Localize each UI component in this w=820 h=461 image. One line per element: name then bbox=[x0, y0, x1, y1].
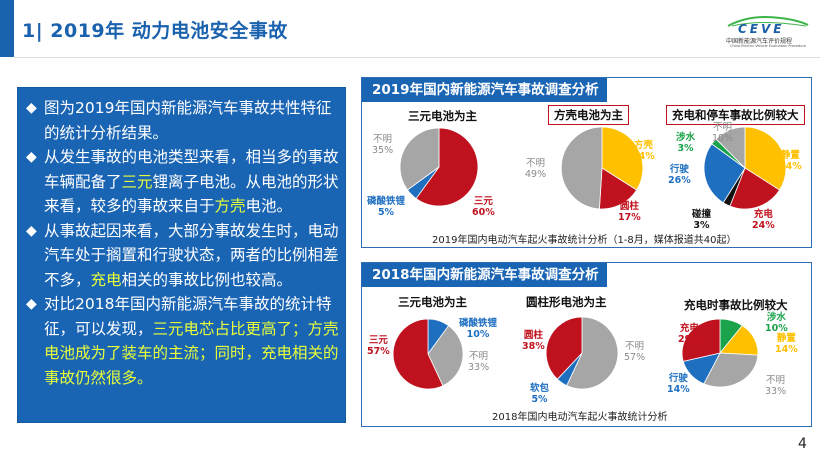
ceve-logo: CEVE 中国新能源汽车评价规程 China Electric Vehicle … bbox=[720, 14, 812, 54]
label-unknown-35: 不明 35% bbox=[372, 134, 394, 156]
car-swoosh-icon bbox=[727, 16, 809, 27]
label-unknown-10: 不明 10% bbox=[712, 122, 734, 144]
label-unknown-33b: 不明 33% bbox=[765, 375, 787, 397]
label-lfp-10: 磷酸铁锂 10% bbox=[459, 318, 498, 340]
label-unknown-33: 不明 33% bbox=[468, 351, 490, 373]
label-driving-26: 行驶 26% bbox=[668, 164, 691, 186]
pie-chart-2018-shape bbox=[545, 316, 619, 390]
highlight-prismatic: 方壳 bbox=[214, 197, 246, 215]
label-water-10: 涉水 10% bbox=[765, 312, 788, 334]
chart-2018-chemistry-title: 三元电池为主 bbox=[398, 295, 467, 309]
label-unknown-57: 不明 57% bbox=[624, 341, 646, 363]
panel-2018-caption: 2018年国内电动汽车起火事故统计分析 bbox=[492, 412, 668, 423]
highlight-conclusion: 三元电芯占比更高了；方壳电池成为了装车的主流；同时，充电相关的事故仍然很多。 bbox=[44, 319, 339, 387]
diamond-bullet-icon: ◆ bbox=[26, 100, 37, 116]
label-unknown-49: 不明 49% bbox=[525, 158, 547, 180]
panel-2018: 2018年国内新能源汽车事故调查分析 三元电池为主 圆柱形电池为主 充电时事故比… bbox=[361, 262, 812, 427]
bullet-4: ◆ 对比2018年国内新能源汽车事故的统计特征，可以发现，三元电芯占比更高了；方… bbox=[26, 292, 339, 390]
label-ternary-60: 三元 60% bbox=[472, 196, 495, 218]
chart-2018-cause-title: 充电时事故比例较大 bbox=[684, 298, 788, 312]
panel-2019: 2019年国内新能源汽车事故调查分析 三元电池为主 方壳电池为主 充电和停车事故… bbox=[361, 77, 812, 248]
summary-text-panel: ◆ 图为2019年国内新能源汽车事故共性特征的统计分析结果。 ◆ 从发生事故的电… bbox=[17, 87, 346, 423]
pie-chart-2019-shape bbox=[560, 126, 644, 210]
diamond-bullet-icon: ◆ bbox=[26, 222, 37, 239]
bullet-1: ◆ 图为2019年国内新能源汽车事故共性特征的统计分析结果。 bbox=[26, 96, 339, 145]
label-charging-24: 充电 24% bbox=[752, 209, 775, 231]
label-ternary-57: 三元 57% bbox=[367, 335, 390, 357]
label-charging-29: 充电 29% bbox=[678, 323, 701, 345]
chart-2019-chemistry-title: 三元电池为主 bbox=[408, 109, 477, 123]
page-number: 4 bbox=[798, 436, 807, 452]
pie-chart-2019-cause bbox=[703, 126, 787, 210]
label-prismatic-34: 方壳 34% bbox=[632, 140, 655, 162]
bullet-3: ◆ 从事故起因来看，大部分事故发生时，电动汽车处于搁置和行驶状态，两者的比例相差… bbox=[26, 219, 339, 293]
pie-chart-2018-cause bbox=[681, 318, 759, 388]
label-parked-14: 静置 14% bbox=[775, 333, 798, 355]
chart-2019-cause-title: 充电和停车事故比例较大 bbox=[666, 105, 805, 125]
panel-2019-caption: 2019年国内电动汽车起火事故统计分析（1-8月，媒体报道共40起） bbox=[432, 235, 737, 246]
panel-2018-header: 2018年国内新能源汽车事故调查分析 bbox=[362, 263, 607, 287]
label-collision-3: 碰撞 3% bbox=[692, 209, 712, 231]
label-pouch-5: 软包 5% bbox=[530, 383, 550, 405]
diamond-bullet-icon: ◆ bbox=[26, 149, 37, 165]
label-lfp-5: 磷酸铁锂 5% bbox=[367, 196, 406, 218]
diamond-bullet-icon: ◆ bbox=[26, 296, 37, 312]
title-divider bbox=[14, 57, 820, 58]
label-driving-14: 行驶 14% bbox=[667, 373, 690, 395]
label-parked-34: 静置 34% bbox=[779, 150, 802, 172]
label-cylindrical-38: 圆柱 38% bbox=[522, 330, 545, 352]
chart-2019-shape-title: 方壳电池为主 bbox=[548, 105, 629, 125]
title-accent-bar bbox=[0, 0, 14, 57]
panel-2019-header: 2019年国内新能源汽车事故调查分析 bbox=[362, 78, 607, 102]
pie-chart-2018-chemistry bbox=[392, 318, 464, 390]
pie-chart-2019-chemistry bbox=[399, 127, 479, 207]
page-title: 1| 2019年 动力电池安全事故 bbox=[22, 20, 288, 42]
chart-2018-shape-title: 圆柱形电池为主 bbox=[526, 295, 607, 309]
highlight-charging: 充电 bbox=[90, 270, 122, 289]
bullet-2: ◆ 从发生事故的电池类型来看，相当多的事故车辆配备了三元锂离子电池。从电池的形状… bbox=[26, 145, 339, 219]
highlight-ternary: 三元 bbox=[121, 172, 153, 191]
label-water-3: 涉水 3% bbox=[676, 132, 696, 154]
label-cylindrical-17: 圆柱 17% bbox=[618, 201, 641, 223]
